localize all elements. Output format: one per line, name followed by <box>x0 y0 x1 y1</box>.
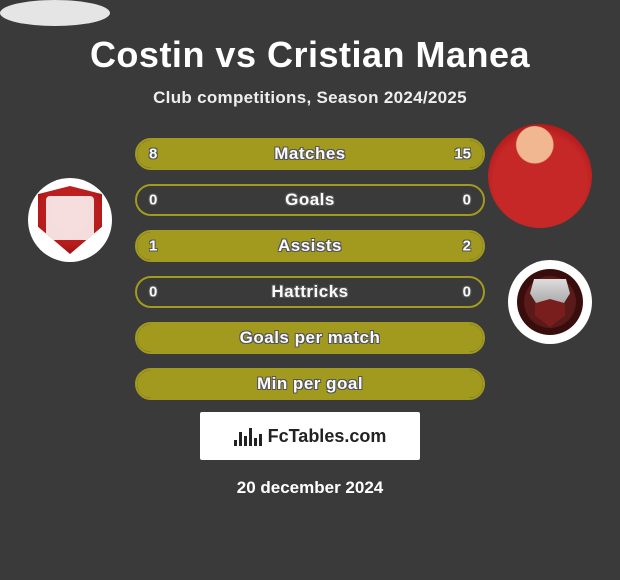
stat-label: Matches <box>274 144 346 164</box>
club-badge-left <box>28 178 112 262</box>
stat-label: Assists <box>278 236 342 256</box>
stat-value-left: 0 <box>149 284 157 301</box>
stat-row: 8 15 Matches <box>135 138 485 170</box>
brand-bars-icon <box>234 426 262 446</box>
stat-row: 0 0 Goals <box>135 184 485 216</box>
page-title: Costin vs Cristian Manea <box>0 26 620 76</box>
stat-value-left: 1 <box>149 238 157 255</box>
brand-footer: FcTables.com <box>200 412 420 460</box>
stat-value-right: 0 <box>463 192 471 209</box>
club-badge-right <box>508 260 592 344</box>
stat-label: Goals <box>285 190 335 210</box>
stat-label: Min per goal <box>257 374 363 394</box>
stat-value-right: 0 <box>463 284 471 301</box>
stat-value-left: 8 <box>149 146 157 163</box>
player-right-photo <box>488 124 592 228</box>
stat-value-right: 15 <box>454 146 471 163</box>
player-left-photo-placeholder <box>0 0 110 26</box>
stat-label: Hattricks <box>271 282 348 302</box>
stat-label: Goals per match <box>240 328 381 348</box>
date-label: 20 december 2024 <box>0 478 620 498</box>
dinamo-shield-icon <box>38 186 102 254</box>
stat-value-right: 2 <box>463 238 471 255</box>
subtitle: Club competitions, Season 2024/2025 <box>0 88 620 108</box>
rapid-crest-icon <box>517 269 583 335</box>
stat-row: 1 2 Assists <box>135 230 485 262</box>
stat-row: Min per goal <box>135 368 485 400</box>
stat-row: Goals per match <box>135 322 485 354</box>
stat-row: 0 0 Hattricks <box>135 276 485 308</box>
stat-value-left: 0 <box>149 192 157 209</box>
brand-name: FcTables.com <box>268 426 387 447</box>
